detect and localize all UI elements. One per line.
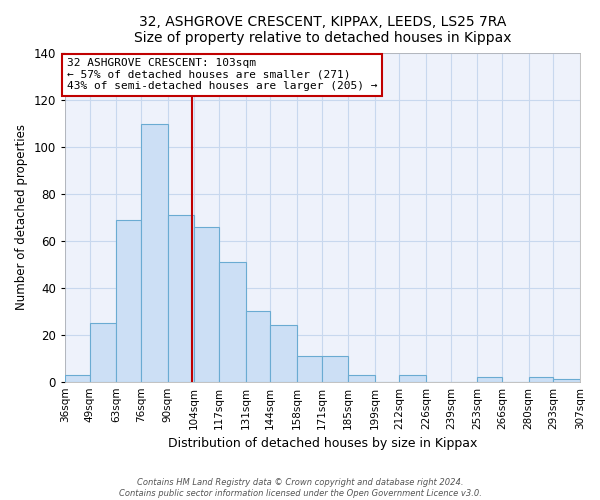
Bar: [141, 124, 167, 382]
Text: 32 ASHGROVE CRESCENT: 103sqm
← 57% of detached houses are smaller (271)
43% of s: 32 ASHGROVE CRESCENT: 103sqm ← 57% of de…: [67, 58, 377, 91]
Bar: [65, 374, 89, 382]
Bar: [400, 374, 426, 382]
X-axis label: Distribution of detached houses by size in Kippax: Distribution of detached houses by size …: [168, 437, 477, 450]
Bar: [167, 215, 194, 382]
Bar: [270, 326, 297, 382]
Bar: [478, 377, 502, 382]
Bar: [194, 227, 219, 382]
Bar: [322, 356, 348, 382]
Bar: [245, 312, 270, 382]
Title: 32, ASHGROVE CRESCENT, KIPPAX, LEEDS, LS25 7RA
Size of property relative to deta: 32, ASHGROVE CRESCENT, KIPPAX, LEEDS, LS…: [134, 15, 511, 45]
Bar: [89, 323, 116, 382]
Y-axis label: Number of detached properties: Number of detached properties: [15, 124, 28, 310]
Bar: [297, 356, 322, 382]
Bar: [529, 377, 553, 382]
Bar: [219, 262, 245, 382]
Bar: [553, 380, 580, 382]
Bar: [116, 220, 141, 382]
Text: Contains HM Land Registry data © Crown copyright and database right 2024.
Contai: Contains HM Land Registry data © Crown c…: [119, 478, 481, 498]
Bar: [348, 374, 375, 382]
